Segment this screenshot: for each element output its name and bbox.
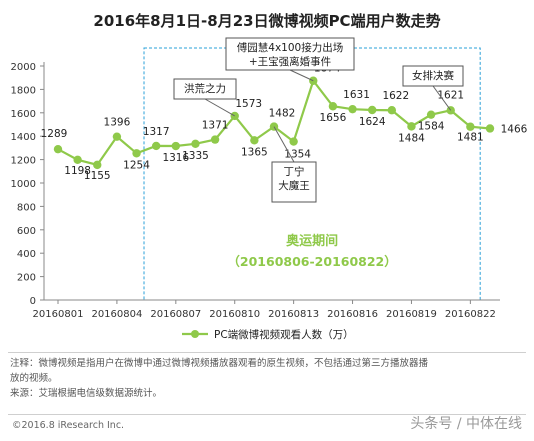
data-label: 1622 [382, 90, 409, 102]
x-tick-label: 20160822 [445, 309, 496, 320]
x-tick-label: 20160801 [33, 309, 84, 320]
data-label: 1198 [64, 165, 91, 177]
y-tick-label: 1000 [11, 179, 36, 190]
data-label: 1316 [162, 152, 189, 164]
data-label: 1484 [398, 132, 425, 144]
y-tick-label: 1800 [11, 85, 36, 96]
note-line: 注释：微博视频是指用户在微博中通过微博视频播放器观看的原生视频，不包括通过第三方… [10, 358, 429, 369]
x-tick-label: 20160819 [386, 309, 437, 320]
data-label: 1289 [41, 128, 68, 140]
data-point [407, 122, 416, 131]
highlight-label: 奥运期间 [286, 233, 338, 249]
data-point [348, 104, 357, 114]
data-point [53, 144, 63, 154]
data-label: 1354 [284, 149, 311, 161]
note-block: 注释：微博视频是指用户在微博中通过微博视频播放器观看的原生视频，不包括通过第三方… [10, 356, 526, 401]
annotation-box [225, 37, 355, 71]
x-tick-label: 20160813 [268, 309, 319, 320]
data-point [73, 155, 82, 165]
data-point [112, 132, 122, 141]
annotation-text: 洪荒之力 [184, 82, 226, 95]
data-point [250, 136, 259, 145]
data-label: 1365 [241, 146, 268, 158]
y-tick-label: 800 [17, 202, 36, 213]
y-tick-label: 1600 [11, 109, 36, 120]
y-tick-label: 1200 [11, 156, 36, 167]
x-tick-label: 20160807 [150, 309, 201, 320]
data-point [210, 135, 220, 144]
annotation-box [271, 161, 317, 203]
data-label: 1466 [501, 123, 528, 135]
annotation-leader [204, 98, 235, 117]
data-label: 1631 [343, 89, 370, 101]
legend-marker [191, 330, 199, 338]
data-label: 1656 [320, 112, 347, 124]
data-label: 1621 [437, 89, 464, 101]
chart-title: 2016年8月1日-8月23日微博视频PC端用户数走势 [93, 12, 441, 30]
data-point [289, 137, 298, 146]
y-tick-label: 200 [17, 273, 36, 284]
legend-label: PC端微博视频观看人数（万） [214, 328, 354, 341]
data-label: 1624 [359, 116, 386, 128]
data-label: 1155 [84, 170, 111, 182]
data-point [426, 110, 436, 119]
data-point [93, 160, 102, 170]
annotation-leader [273, 126, 295, 163]
annotation-text: 丁宁 [284, 165, 305, 178]
data-label: 1396 [104, 117, 131, 129]
data-label: 1482 [269, 108, 296, 120]
divider [8, 352, 526, 353]
annotation-text: 女排决赛 [412, 69, 454, 82]
x-tick-label: 20160816 [327, 309, 378, 320]
data-label: 1481 [457, 132, 484, 144]
watermark-text: 头条号 / 中体在线 [410, 416, 522, 432]
x-tick-label: 20160804 [91, 309, 142, 320]
y-tick-label: 1400 [11, 132, 36, 143]
copyright-text: ©2016.8 iResearch Inc. [12, 420, 125, 431]
data-point [367, 105, 377, 115]
data-label: 1335 [182, 150, 209, 162]
data-point [191, 139, 200, 149]
annotation-text: 大魔王 [278, 179, 310, 192]
highlight-range-label: （20160806-20160822） [227, 254, 396, 269]
y-tick-label: 600 [17, 226, 36, 237]
annotation-text: 傅园慧4x100接力出场 [237, 41, 343, 54]
data-point [466, 122, 475, 131]
annotation-box [402, 65, 464, 87]
data-point [171, 141, 181, 151]
data-point [485, 124, 495, 133]
data-label: 1573 [235, 98, 262, 110]
annotation-leader [432, 85, 452, 111]
note-line: 放的视频。 [10, 373, 58, 384]
data-label: 1371 [202, 120, 229, 132]
y-tick-label: 400 [17, 249, 36, 260]
data-point [132, 149, 141, 158]
data-label: 1317 [143, 126, 170, 138]
data-point [387, 106, 397, 115]
data-label: 1254 [123, 159, 150, 171]
annotation-text: +王宝强离婚事件 [249, 55, 331, 68]
y-tick-label: 0 [30, 296, 36, 307]
divider [8, 414, 526, 415]
source-line: 来源：艾瑞根据电信级数据源统计。 [10, 388, 163, 399]
annotation-box [173, 78, 237, 100]
data-label: 1584 [418, 121, 445, 133]
x-tick-label: 20160810 [209, 309, 260, 320]
data-point [151, 141, 161, 151]
line-chart: 0 200 400 600 800 1000 1200 1400 1600 1800 2000 201… [11, 37, 528, 341]
y-tick-label: 2000 [11, 62, 36, 73]
data-point [328, 102, 338, 111]
annotation-leader [289, 69, 314, 82]
